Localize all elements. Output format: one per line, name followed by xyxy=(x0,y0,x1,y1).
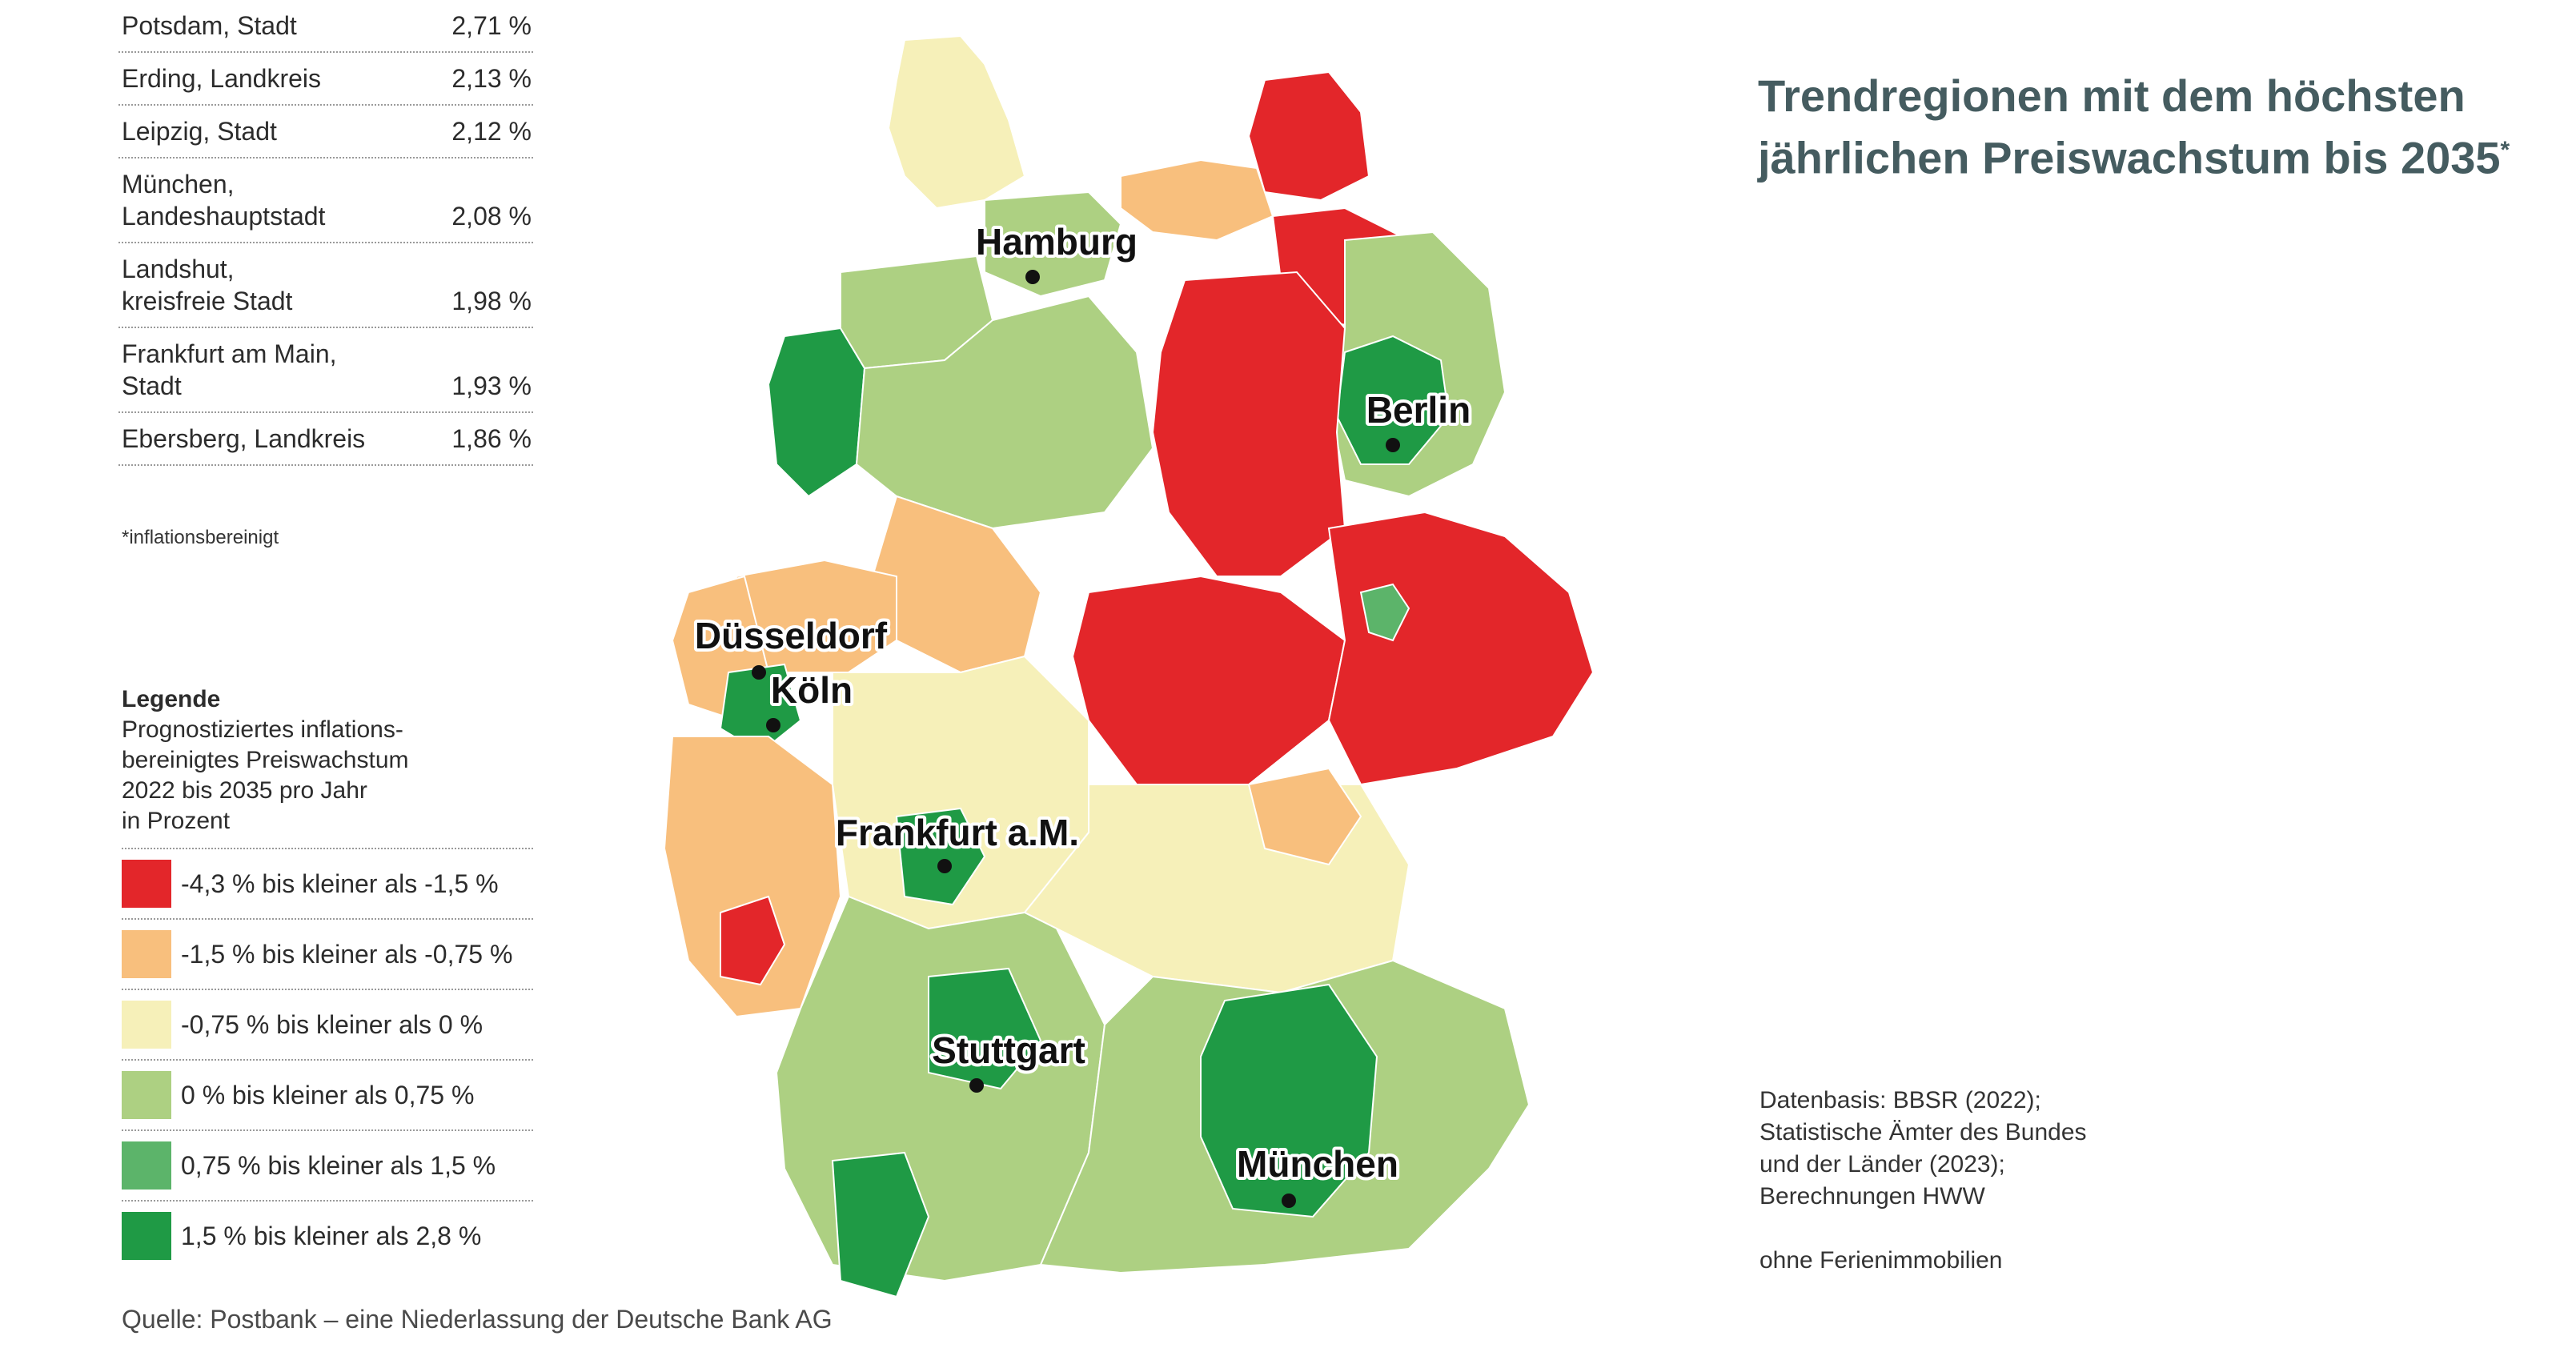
region-thueringen xyxy=(1071,575,1346,785)
data-notes: Datenbasis: BBSR (2022); Statistische Äm… xyxy=(1759,1085,2087,1277)
germany-map: Hamburg Berlin Düsseldorf Köln Frankfurt… xyxy=(663,34,1595,1298)
growth-value: 2,13 % xyxy=(451,64,532,93)
legend-label: -4,3 % bis kleiner als -1,5 % xyxy=(181,869,499,898)
legend-swatch xyxy=(122,1001,171,1049)
region-emsland xyxy=(767,327,866,498)
legend-swatch xyxy=(122,1212,171,1260)
legend-swatch xyxy=(122,930,171,978)
city-marker xyxy=(766,718,780,732)
city-label: Berlin xyxy=(1366,389,1471,431)
legend-swatch xyxy=(122,1071,171,1119)
legend-heading: Legende xyxy=(122,686,221,712)
ranking-row: Erding, Landkreis 2,13 % xyxy=(118,53,533,106)
legend-item: -0,75 % bis kleiner als 0 % xyxy=(122,989,533,1059)
city-muenchen: München xyxy=(1234,1140,1402,1208)
legend-label: -0,75 % bis kleiner als 0 % xyxy=(181,1009,484,1039)
ranking-row: Frankfurt am Main, Stadt 1,93 % xyxy=(118,328,533,413)
region-mecklenburg-north xyxy=(1247,70,1370,202)
growth-value: 1,93 % xyxy=(451,371,532,400)
ranking-row: Leipzig, Stadt 2,12 % xyxy=(118,106,533,158)
city-marker xyxy=(1386,438,1400,452)
legend-items: -4,3 % bis kleiner als -1,5 % -1,5 % bis … xyxy=(122,848,533,1270)
city-layer: Hamburg Berlin Düsseldorf Köln Frankfurt… xyxy=(692,218,1474,1208)
city-berlin: Berlin xyxy=(1363,386,1474,452)
footnote: *inflationsbereinigt xyxy=(122,527,279,548)
region-name: Potsdam, Stadt xyxy=(122,11,297,40)
region-baden-wuerttemberg xyxy=(775,895,1106,1282)
city-frankfurt: Frankfurt a.M. xyxy=(833,808,1082,873)
city-marker xyxy=(937,859,952,873)
legend-label: 1,5 % bis kleiner als 2,8 % xyxy=(181,1221,482,1250)
city-label: Hamburg xyxy=(976,221,1138,263)
data-basis: Datenbasis: BBSR (2022); Statistische Äm… xyxy=(1759,1087,2087,1210)
city-label: Stuttgart xyxy=(932,1029,1085,1071)
legend-swatch xyxy=(122,860,171,908)
legend-item: 0 % bis kleiner als 0,75 % xyxy=(122,1059,533,1129)
region-sachsen-anhalt xyxy=(1151,271,1346,577)
growth-value: 2,08 % xyxy=(451,202,532,231)
city-stuttgart: Stuttgart xyxy=(929,1026,1089,1093)
region-berlin xyxy=(1335,335,1451,465)
region-layer xyxy=(663,34,1595,1298)
legend-swatch xyxy=(122,1141,171,1190)
region-sachsen xyxy=(1327,511,1595,786)
region-name: Landshut, kreisfreie Stadt xyxy=(122,255,293,315)
region-allgaeu xyxy=(831,1151,930,1298)
legend-item: -4,3 % bis kleiner als -1,5 % xyxy=(122,848,533,918)
region-name: Ebersberg, Landkreis xyxy=(122,424,366,453)
city-marker xyxy=(1282,1194,1296,1208)
region-leipzig xyxy=(1359,583,1410,642)
growth-value: 2,71 % xyxy=(451,11,532,40)
growth-value: 1,98 % xyxy=(451,287,532,315)
city-marker xyxy=(1025,270,1040,284)
legend-label: 0 % bis kleiner als 0,75 % xyxy=(181,1080,475,1109)
region-muenchen xyxy=(1200,983,1378,1218)
region-stuttgart xyxy=(928,967,1042,1090)
legend-label: -1,5 % bis kleiner als -0,75 % xyxy=(181,939,513,969)
growth-value: 1,86 % xyxy=(451,424,532,453)
city-label: München xyxy=(1237,1143,1398,1185)
city-hamburg: Hamburg xyxy=(973,218,1141,284)
region-koeln xyxy=(719,663,802,754)
city-label: Düsseldorf xyxy=(695,615,888,656)
region-frankfurt xyxy=(895,807,986,906)
ranking-table: Potsdam, Stadt 2,71 % Erding, Landkreis 2,1… xyxy=(118,0,533,466)
title-text: Trendregionen mit dem höchsten jährliche… xyxy=(1758,70,2501,183)
region-name: Erding, Landkreis xyxy=(122,64,322,93)
region-name: Leipzig, Stadt xyxy=(122,117,277,146)
ranking-row: Landshut, kreisfreie Stadt 1,98 % xyxy=(118,243,533,328)
city-duesseldorf: Düsseldorf xyxy=(692,612,891,680)
growth-value: 2,12 % xyxy=(451,117,532,146)
legend: Legende Prognostiziertes inflations- ber… xyxy=(122,684,533,1270)
ranking-row: Potsdam, Stadt 2,71 % xyxy=(118,0,533,53)
city-koeln: Köln xyxy=(766,666,856,732)
legend-label: 0,75 % bis kleiner als 1,5 % xyxy=(181,1150,496,1180)
ranking-row: München, Landeshauptstadt 2,08 % xyxy=(118,158,533,243)
city-label: Köln xyxy=(771,669,853,711)
legend-item: -1,5 % bis kleiner als -0,75 % xyxy=(122,918,533,989)
region-saar xyxy=(720,895,786,986)
region-schleswig-holstein xyxy=(887,34,1026,210)
region-hamburg xyxy=(984,191,1122,298)
region-name: Frankfurt am Main, Stadt xyxy=(122,339,337,400)
region-name: München, Landeshauptstadt xyxy=(122,170,326,231)
exclusion-note: ohne Ferienimmobilien xyxy=(1759,1247,2003,1274)
city-marker xyxy=(969,1078,984,1093)
legend-description: Prognostiziertes inflations- bereinigtes… xyxy=(122,716,409,834)
legend-item: 1,5 % bis kleiner als 2,8 % xyxy=(122,1200,533,1270)
city-marker xyxy=(752,665,766,680)
region-niedersachsen xyxy=(855,295,1154,530)
title-footnote-marker: * xyxy=(2500,137,2510,163)
page-title: Trendregionen mit dem höchsten jährliche… xyxy=(1758,69,2576,186)
region-mecklenburg-west xyxy=(1120,158,1274,242)
legend-item: 0,75 % bis kleiner als 1,5 % xyxy=(122,1129,533,1200)
city-label: Frankfurt a.M. xyxy=(836,812,1079,853)
ranking-row: Ebersberg, Landkreis 1,86 % xyxy=(118,413,533,466)
source-note: Quelle: Postbank – eine Niederlassung de… xyxy=(122,1305,833,1334)
region-oberfranken xyxy=(1247,767,1362,866)
